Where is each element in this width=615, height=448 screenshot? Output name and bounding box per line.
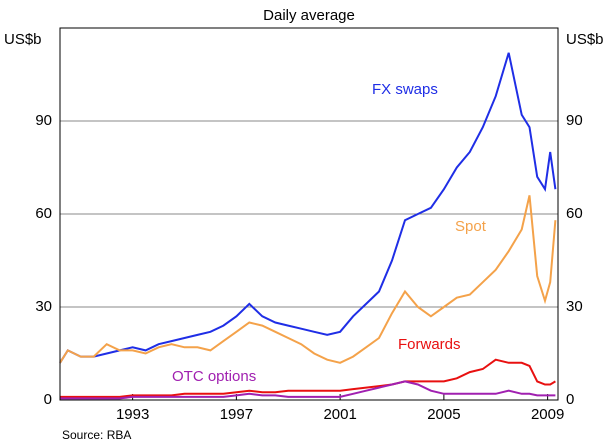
y-tick-label: 60 <box>35 205 52 222</box>
x-tick-label: 1993 <box>116 406 149 423</box>
x-tick-label: 2001 <box>323 406 356 423</box>
y2-tick-label: 90 <box>566 112 583 129</box>
series-line <box>60 380 556 400</box>
plot-frame <box>59 27 559 401</box>
x-tick-label: 2009 <box>531 406 564 423</box>
series-line <box>59 195 557 364</box>
series-label: FX swaps <box>372 81 438 98</box>
source: Source: RBA <box>62 428 131 442</box>
series-label: OTC options <box>172 368 256 385</box>
x-tick-label: 2005 <box>427 406 460 423</box>
y-axis-label: US$b <box>4 31 42 48</box>
series-label: Spot <box>455 218 487 235</box>
series-line <box>59 52 557 364</box>
y-tick-label: 0 <box>44 391 52 408</box>
series-line <box>60 358 556 398</box>
x-tick-label: 1997 <box>220 406 253 423</box>
y2-tick-label: 0 <box>566 391 574 408</box>
y2-tick-label: 30 <box>566 298 583 315</box>
series-label: Forwards <box>398 336 461 353</box>
chart-subtitle: Daily average <box>263 7 355 24</box>
y2-axis-label: US$b <box>566 31 604 48</box>
y2-tick-label: 60 <box>566 205 583 222</box>
y-tick-label: 90 <box>35 112 52 129</box>
y-tick-label: 30 <box>35 298 52 315</box>
